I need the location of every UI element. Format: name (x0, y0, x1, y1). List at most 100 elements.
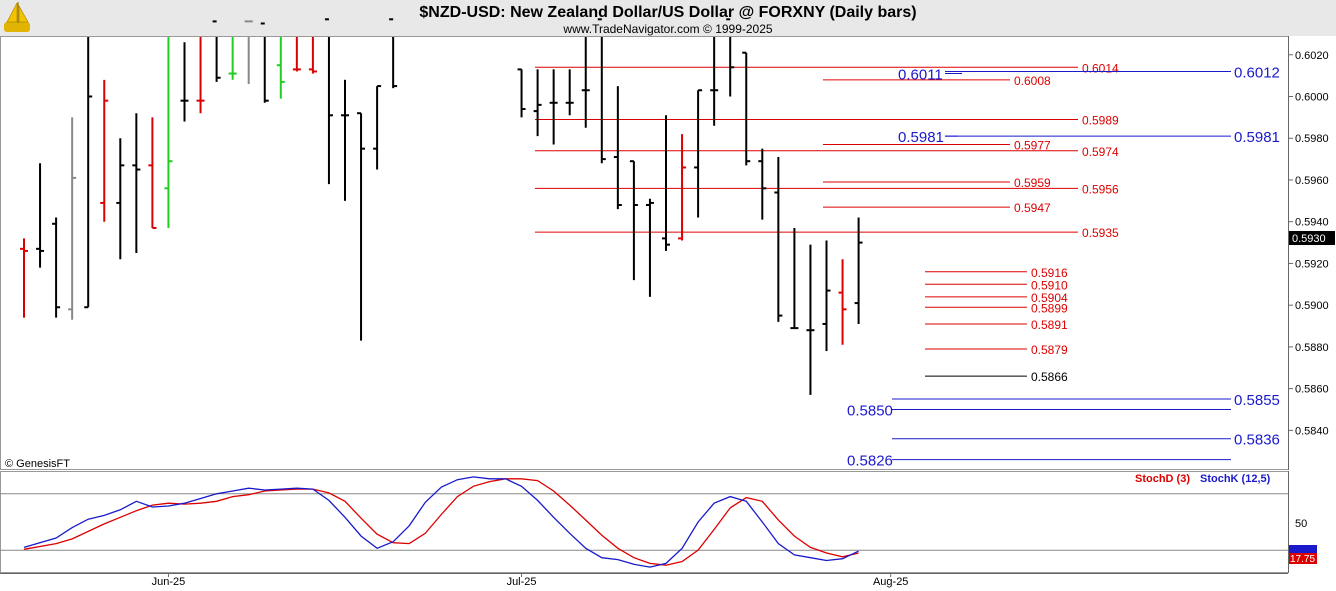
ohlc-bar (324, 18, 333, 185)
ohlc-bar (645, 198, 654, 297)
ohlc-bar (694, 89, 703, 218)
ohlc-bar (533, 69, 542, 137)
ohlc-bar (228, 37, 237, 80)
date-tick-label: Jun-25 (152, 576, 186, 588)
ohlc-bar (373, 85, 382, 170)
level-label: 0.5947 (1014, 201, 1051, 215)
price-tick-label: 0.5880 (1295, 342, 1329, 354)
ohlc-bar (341, 79, 349, 201)
level-label: 0.5850 (847, 402, 893, 419)
price-tick-label: 0.5940 (1295, 217, 1329, 229)
ohlc-bar (276, 37, 285, 99)
ohlc-bar (132, 113, 141, 253)
header-background (0, 0, 1336, 36)
level-label: 0.5866 (1031, 370, 1068, 384)
ohlc-bar (84, 37, 93, 309)
level-label: 0.6012 (1234, 64, 1280, 81)
ohlc-bar (838, 259, 847, 345)
level-lines: 0.6014 0.6008 0.5989 0.5977 0.5974 0.5959 0.59… (535, 61, 1280, 470)
ohlc-bar (854, 217, 863, 324)
last-price-value: 0.5930 (1292, 233, 1326, 245)
price-bars (20, 18, 863, 395)
ohlc-bar (68, 117, 77, 320)
price-tick-label: 0.5900 (1295, 300, 1329, 312)
level-label: 0.6014 (1082, 61, 1119, 75)
ohlc-bar (581, 37, 590, 128)
date-axis: Jun-25 Jul-25 Aug-25 (152, 573, 908, 588)
price-tick-label: 0.5920 (1295, 258, 1329, 270)
ohlc-bar (790, 227, 799, 330)
chart-title: $NZD-USD: New Zealand Dollar/US Dollar @… (419, 4, 916, 21)
level-label: 0.5977 (1014, 139, 1051, 153)
ohlc-bar (20, 238, 28, 318)
date-tick-label: Jul-25 (507, 576, 537, 588)
chart-subtitle: www.TradeNavigator.com © 1999-2025 (562, 22, 772, 36)
ohlc-bar (678, 134, 687, 241)
ohlc-bar (822, 240, 831, 352)
stochastic-last-value: 17.75 (1290, 554, 1315, 565)
ohlc-bar (116, 138, 125, 260)
sailboat-logo-icon (4, 2, 30, 32)
ohlc-bar (180, 42, 189, 122)
level-label: 0.5879 (1031, 343, 1068, 357)
ohlc-bar (357, 112, 366, 341)
price-axis: 0.6020 0.6000 0.5980 0.5960 0.5940 0.5920 0.59… (1288, 50, 1329, 437)
stochastic-last-tag: 17.75 (1289, 545, 1317, 565)
stochastic-lines (23, 476, 859, 568)
level-label: 0.5910 (1031, 278, 1068, 292)
ohlc-bar (742, 51, 751, 166)
ohlc-bar (389, 18, 398, 89)
price-tick-label: 0.5840 (1295, 425, 1329, 437)
price-panel (0, 36, 1289, 470)
level-label: 0.5935 (1082, 226, 1119, 240)
ohlc-bar (212, 20, 221, 82)
ohlc-bar (774, 157, 783, 322)
ohlc-bar (758, 148, 767, 220)
legend-stochd: StochD (3) (1135, 473, 1190, 485)
last-price-tag: 0.5930 (1289, 231, 1335, 245)
stochastic-panel (0, 471, 1289, 573)
stochastic-tick-50: 50 (1295, 518, 1307, 530)
level-label: 0.5899 (1031, 301, 1068, 315)
stochk-line (23, 476, 859, 568)
ohlc-bar (36, 163, 45, 268)
ohlc-bar (726, 18, 735, 97)
level-label: 0.5981 (1234, 129, 1280, 146)
level-label: 0.5855 (1234, 392, 1280, 409)
price-tick-label: 0.5860 (1295, 384, 1329, 396)
ohlc-bar (662, 115, 670, 251)
level-label: 0.5989 (1082, 113, 1119, 127)
stochd-line (23, 478, 859, 566)
level-label: 0.5959 (1014, 176, 1051, 190)
ohlc-bar (164, 37, 173, 228)
level-label: 0.5956 (1082, 182, 1119, 196)
ohlc-bar (549, 69, 558, 145)
ohlc-bar (260, 22, 269, 103)
level-label: 0.6011 (898, 67, 943, 84)
ohlc-bar (308, 37, 317, 74)
price-tick-label: 0.6000 (1295, 92, 1329, 104)
ohlc-bar (597, 18, 606, 164)
level-label: 0.5891 (1031, 318, 1068, 332)
date-tick-label: Aug-25 (873, 576, 908, 588)
ohlc-bar (710, 37, 719, 126)
ohlc-bar (292, 37, 301, 72)
price-tick-label: 0.6020 (1295, 50, 1329, 62)
ohlc-bar (244, 20, 253, 84)
ohlc-bar (517, 68, 526, 118)
level-label: 0.5904 (1031, 291, 1068, 305)
level-label: 0.5836 (1234, 432, 1280, 449)
price-tick-label: 0.5980 (1295, 133, 1329, 145)
ohlc-bar (806, 244, 815, 395)
level-label: 0.5826 (847, 453, 893, 470)
level-label: 0.5981 (898, 129, 944, 146)
ohlc-bar (52, 217, 61, 318)
legend-stochk: StochK (12,5) (1200, 473, 1271, 485)
price-tick-label: 0.5960 (1295, 175, 1329, 187)
level-label: 0.5974 (1082, 145, 1119, 159)
ohlc-bar (565, 69, 574, 116)
copyright-label: © GenesisFT (5, 458, 70, 470)
ohlc-bar (148, 117, 157, 229)
ohlc-bar (196, 37, 205, 114)
ohlc-bar (613, 86, 622, 210)
